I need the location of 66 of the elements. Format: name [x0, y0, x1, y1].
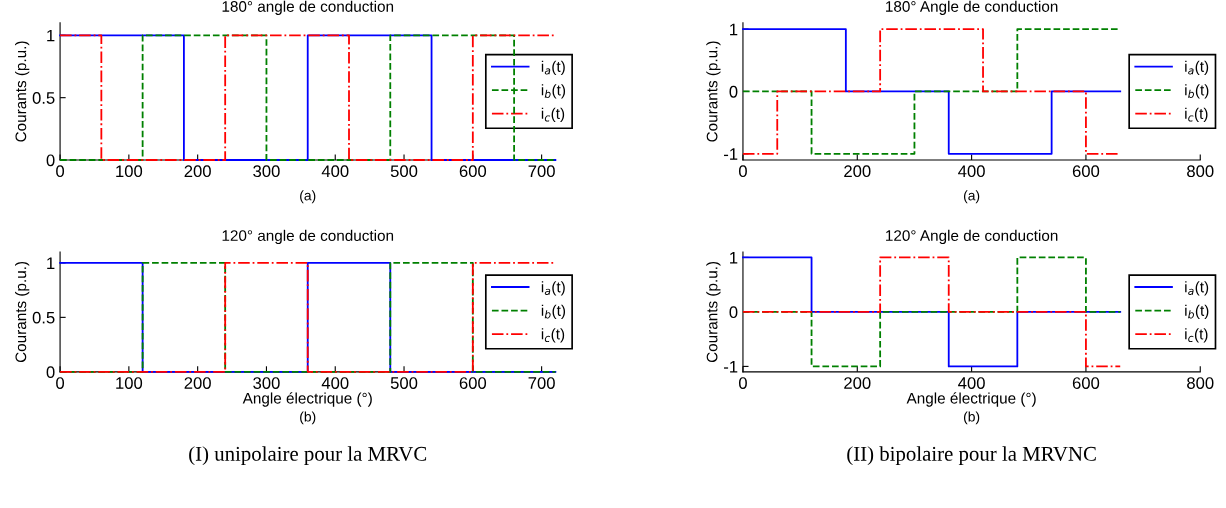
x-tick-label: 600 [459, 165, 487, 178]
y-tick-label: 0 [729, 306, 738, 319]
text: (a) [300, 190, 316, 204]
x-tick-label: 300 [253, 377, 280, 389]
legend-label: i$_{c}$(t) [1185, 107, 1208, 123]
y-axis-title: Courants (p.u.) [15, 41, 30, 142]
y-tick-label: 1 [730, 251, 738, 264]
y-tick-label: 0 [46, 366, 55, 379]
x-tick-label: 600 [1072, 165, 1100, 178]
x-tick-label: 0 [56, 165, 65, 178]
y-tick-label: 0.5 [32, 311, 55, 324]
x-tick-label: 100 [116, 377, 143, 389]
chart-title: 120° Angle de conduction [886, 229, 1058, 245]
x-tick-label: 0 [738, 377, 747, 389]
legend-label: i$_{b}$(t) [1185, 84, 1209, 99]
legend-label: i$_{b}$(t) [541, 84, 566, 99]
y-axis-title: Courants (p.u.) [15, 261, 30, 363]
x-tick-label: 400 [958, 377, 985, 389]
chart-title: 120° angle de conduction [222, 229, 394, 245]
x-tick-label: 200 [184, 165, 211, 178]
text: (a) [963, 190, 980, 204]
text: (b) [963, 411, 980, 425]
x-tick-label: 800 [1187, 165, 1214, 178]
chart-title: 180° Angle de conduction [886, 0, 1058, 15]
chart-title: 180° angle de conduction [222, 0, 394, 15]
x-tick-label: 300 [253, 165, 280, 178]
legend-label: i$_{c}$(t) [1185, 328, 1208, 343]
x-tick-label: 200 [184, 377, 211, 389]
x-axis-title: Angle électrique (°) [906, 392, 1036, 407]
x-tick-label: 700 [528, 377, 555, 389]
y-tick-label: 1 [730, 23, 738, 36]
x-tick-label: 400 [958, 165, 985, 178]
legend-label: i$_{b}$(t) [1185, 304, 1209, 319]
text: (b) [300, 411, 316, 425]
x-tick-label: 200 [844, 377, 871, 389]
legend-label: i$_{c}$(t) [541, 328, 565, 343]
legend-label: i$_{a}$(t) [541, 281, 565, 296]
y-tick-label: 0 [729, 85, 738, 98]
x-tick-label: 800 [1187, 377, 1214, 389]
y-axis-title: Courants (p.u.) [706, 41, 721, 142]
x-tick-label: 500 [390, 377, 418, 389]
text: (I) unipolaire pour la MRVC [189, 446, 427, 466]
y-tick-label: 1 [47, 257, 55, 269]
x-tick-label: 600 [459, 377, 487, 389]
x-tick-label: 0 [56, 377, 65, 389]
legend-label: i$_{a}$(t) [1185, 281, 1209, 296]
x-axis-title: Angle électrique (°) [242, 392, 372, 407]
text: (II) bipolaire pour la MRVNC [847, 446, 1096, 466]
legend-label: i$_{b}$(t) [541, 304, 566, 319]
x-tick-label: 500 [390, 165, 418, 178]
x-tick-label: 0 [738, 165, 747, 178]
y-tick-label: 0.5 [32, 92, 55, 104]
y-tick-label: -1 [724, 148, 738, 160]
legend-label: i$_{a}$(t) [541, 60, 565, 75]
x-tick-label: 600 [1072, 377, 1100, 389]
x-tick-label: 100 [116, 165, 143, 178]
x-tick-label: 400 [321, 165, 349, 178]
y-tick-label: -1 [724, 360, 738, 373]
x-tick-label: 700 [528, 165, 555, 178]
x-tick-label: 400 [321, 377, 349, 389]
legend-label: i$_{c}$(t) [541, 107, 565, 123]
y-tick-label: 0 [46, 154, 55, 167]
y-axis-title: Courants (p.u.) [706, 261, 721, 363]
x-tick-label: 200 [844, 165, 871, 178]
legend-label: i$_{a}$(t) [1185, 60, 1209, 75]
y-tick-label: 1 [47, 29, 55, 42]
